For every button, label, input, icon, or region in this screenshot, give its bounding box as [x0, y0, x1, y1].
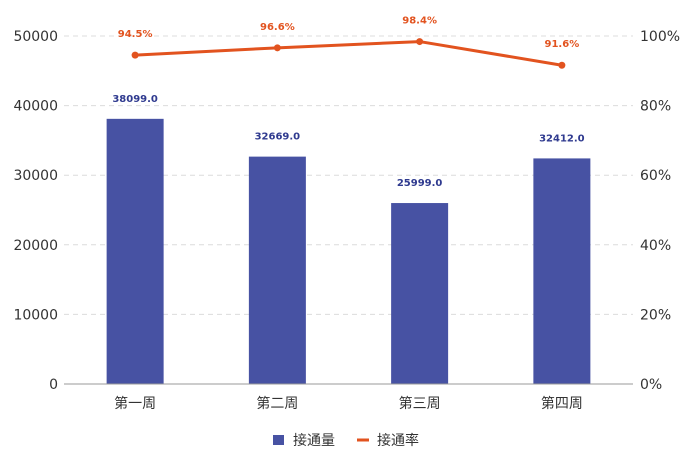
line-point [558, 61, 566, 69]
y-right-tick-label: 80% [640, 99, 671, 115]
bar-data-label: 25999.0 [397, 178, 443, 189]
x-tick-label: 第二周 [256, 395, 298, 412]
legend-line-label: 接通率 [377, 432, 419, 449]
y-left-tick-label: 30000 [13, 168, 58, 184]
y-right-tick-label: 40% [640, 238, 671, 254]
y-left-tick-label: 40000 [13, 99, 58, 115]
y-left-tick-label: 0 [49, 377, 58, 393]
y-left-tick-label: 50000 [13, 29, 58, 45]
line-point [273, 44, 281, 52]
legend-bar-swatch [273, 435, 284, 445]
line-point [131, 51, 139, 59]
x-tick-label: 第四周 [541, 395, 583, 412]
legend-bar-label: 接通量 [293, 432, 335, 449]
line-data-label: 91.6% [545, 39, 580, 50]
line-data-label: 94.5% [118, 29, 153, 40]
bar-data-label: 38099.0 [112, 94, 158, 105]
y-right-tick-label: 60% [640, 168, 671, 184]
x-tick-label: 第三周 [399, 395, 441, 412]
bar [533, 158, 591, 384]
line-point [416, 38, 424, 46]
y-right-tick-label: 100% [640, 29, 680, 45]
line-data-label: 96.6% [260, 22, 295, 33]
bar-data-label: 32669.0 [255, 132, 301, 143]
rate-line [135, 40, 563, 67]
y-right-tick-label: 0% [640, 377, 662, 393]
y-left-tick-label: 20000 [13, 238, 58, 254]
x-tick-label: 第一周 [114, 395, 156, 412]
bar [106, 118, 164, 384]
line-data-label: 98.4% [402, 16, 437, 27]
bar-data-label: 32412.0 [539, 133, 585, 144]
bar [391, 203, 449, 384]
bar [248, 156, 306, 384]
y-right-tick-label: 20% [640, 307, 671, 323]
y-left-tick-label: 10000 [13, 307, 58, 323]
